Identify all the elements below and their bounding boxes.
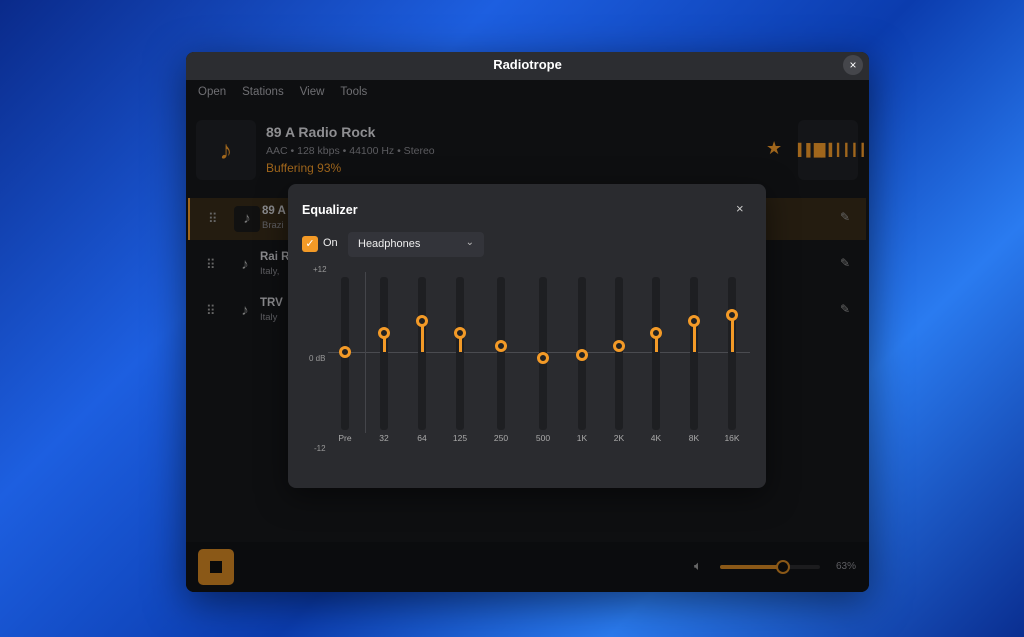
eq-slider-knob[interactable] bbox=[416, 314, 428, 327]
eq-slider-level bbox=[730, 314, 734, 352]
eq-band-label: Pre bbox=[338, 433, 352, 443]
eq-slider-knob[interactable] bbox=[454, 327, 466, 340]
window-close-button[interactable]: × bbox=[843, 55, 863, 75]
volume-fill bbox=[720, 565, 783, 569]
station-row-country: Italy bbox=[260, 312, 278, 323]
station-row-name: 89 A bbox=[262, 205, 286, 217]
eq-slider-knob[interactable] bbox=[495, 339, 507, 352]
preamp-divider bbox=[365, 272, 366, 433]
music-note-icon: ♪ bbox=[241, 302, 249, 319]
volume-knob[interactable] bbox=[776, 560, 790, 574]
menu-bar: Open Stations View Tools bbox=[198, 86, 367, 98]
eq-slider-knob[interactable] bbox=[339, 346, 351, 358]
eq-band-label: 2K bbox=[613, 433, 625, 443]
buffering-status: Buffering 93% bbox=[266, 161, 342, 175]
scale-min: -12 bbox=[314, 444, 326, 453]
menu-open[interactable]: Open bbox=[198, 86, 227, 98]
volume-percent: 63% bbox=[836, 561, 857, 572]
eq-band-label: 250 bbox=[493, 433, 509, 443]
eq-enable-checkbox[interactable]: ✓ bbox=[302, 236, 318, 252]
drag-handle-icon[interactable]: ⠿ bbox=[206, 303, 216, 318]
eq-band-label: 500 bbox=[535, 433, 551, 443]
scale-zero: 0 dB bbox=[309, 354, 326, 363]
favorite-star-icon[interactable]: ★ bbox=[766, 138, 783, 158]
eq-band-label: 125 bbox=[452, 433, 468, 443]
eq-slider-knob[interactable] bbox=[726, 308, 738, 321]
stream-info: AAC • 128 kbps • 44100 Hz • Stereo bbox=[266, 145, 435, 157]
eq-slider-level bbox=[420, 320, 424, 352]
window-title: Radiotrope bbox=[493, 57, 562, 72]
menu-view[interactable]: View bbox=[299, 86, 325, 98]
edit-pencil-icon[interactable]: ✎ bbox=[839, 210, 850, 224]
eq-slider-level bbox=[382, 333, 386, 352]
preset-value: Headphones bbox=[358, 238, 421, 250]
eq-band-label: 32 bbox=[379, 433, 389, 443]
eq-slider-level bbox=[654, 333, 658, 352]
volume-speaker-icon[interactable]: 🔈︎ bbox=[694, 558, 702, 573]
station-row-name: TRV bbox=[260, 297, 283, 309]
eq-band-label: 1K bbox=[576, 433, 588, 443]
station-row[interactable]: ⠿ ♪ Rai R Italy, ✎ bbox=[188, 244, 866, 286]
eq-on-label: On bbox=[323, 237, 338, 249]
eq-slider-track[interactable] bbox=[380, 277, 388, 430]
music-note-icon: ♪ bbox=[234, 206, 260, 232]
eq-slider-knob[interactable] bbox=[576, 349, 588, 362]
scale-max: +12 bbox=[313, 265, 327, 274]
eq-band-label: 4K bbox=[650, 433, 662, 443]
eq-slider-knob[interactable] bbox=[613, 339, 625, 352]
edit-pencil-icon[interactable]: ✎ bbox=[839, 256, 850, 270]
eq-band-label: 8K bbox=[688, 433, 700, 443]
eq-slider-knob[interactable] bbox=[537, 352, 549, 365]
eq-slider-track[interactable] bbox=[690, 277, 698, 430]
eq-slider-track[interactable] bbox=[652, 277, 660, 430]
edit-pencil-icon[interactable]: ✎ bbox=[839, 302, 850, 316]
drag-handle-icon[interactable]: ⠿ bbox=[206, 257, 216, 272]
eq-band-label: 64 bbox=[417, 433, 427, 443]
eq-slider-track[interactable] bbox=[456, 277, 464, 430]
waveform-icon: ▍▌█▌▍▎▎▎▎▎ bbox=[798, 120, 869, 180]
eq-slider-knob[interactable] bbox=[650, 327, 662, 340]
station-row-name: Rai R bbox=[260, 251, 290, 263]
dialog-close-button[interactable]: × bbox=[736, 201, 744, 216]
dialog-title: Equalizer bbox=[302, 203, 358, 217]
menu-stations[interactable]: Stations bbox=[242, 86, 284, 98]
eq-slider-track[interactable] bbox=[418, 277, 426, 430]
equalizer-dialog: Equalizer × ✓ On Headphones ⌄ +12 0 dB -… bbox=[288, 184, 766, 488]
title-bar: Radiotrope bbox=[186, 52, 869, 80]
station-row[interactable]: ⠿ ♪ TRV Italy ✎ bbox=[188, 290, 866, 332]
eq-slider-level bbox=[458, 333, 462, 352]
chevron-down-icon: ⌄ bbox=[465, 237, 474, 248]
volume-slider[interactable] bbox=[720, 560, 820, 574]
eq-band-label: 16K bbox=[724, 433, 740, 443]
preset-dropdown[interactable]: Headphones ⌄ bbox=[348, 232, 484, 257]
station-name: 89 A Radio Rock bbox=[266, 124, 376, 140]
eq-slider-level bbox=[692, 320, 696, 352]
station-row-country: Italy, bbox=[260, 266, 280, 277]
drag-handle-icon[interactable]: ⠿ bbox=[208, 211, 218, 226]
eq-slider-track[interactable] bbox=[615, 277, 623, 430]
music-note-icon: ♪ bbox=[196, 120, 256, 180]
music-note-icon: ♪ bbox=[241, 256, 249, 273]
eq-slider-track[interactable] bbox=[497, 277, 505, 430]
stop-icon bbox=[210, 561, 222, 573]
eq-slider-track[interactable] bbox=[728, 277, 736, 430]
eq-slider-knob[interactable] bbox=[378, 327, 390, 340]
stop-button[interactable] bbox=[198, 549, 234, 585]
menu-tools[interactable]: Tools bbox=[340, 86, 368, 98]
eq-slider-knob[interactable] bbox=[688, 314, 700, 327]
station-row-country: Brazi bbox=[262, 220, 284, 231]
